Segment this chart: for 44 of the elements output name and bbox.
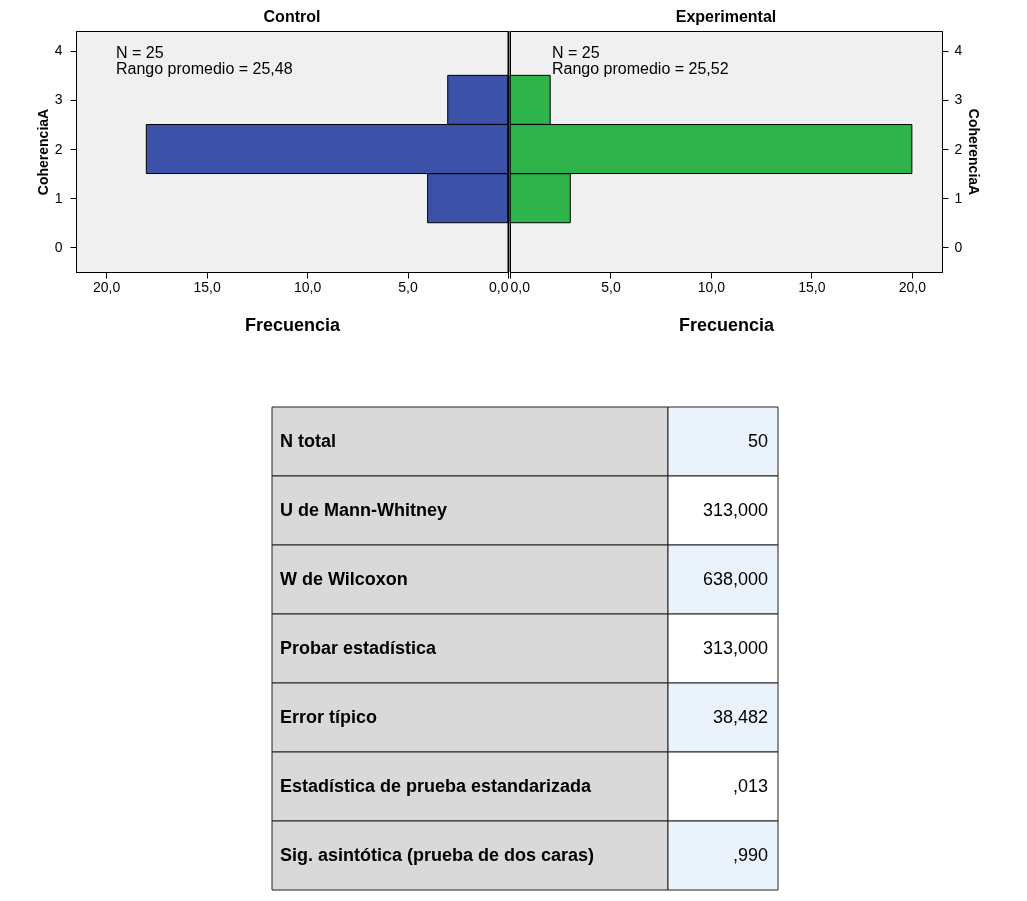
y-tick-label: 4 (54, 42, 63, 59)
y-tick-label: 1 (954, 189, 963, 206)
annotation: N = 25 (116, 44, 164, 61)
text: 38,482 (712, 706, 768, 727)
y-tick-label: 3 (954, 91, 963, 108)
y-tick-label: 0 (54, 238, 63, 255)
text: ,990 (732, 844, 768, 865)
text: N total (280, 430, 336, 451)
y-tick-label: 4 (954, 42, 963, 59)
text: 313,000 (702, 637, 768, 658)
x-tick-label: 20,0 (93, 278, 121, 295)
y-tick-label: 3 (54, 91, 63, 108)
y-tick-label: 2 (54, 140, 63, 157)
x-axis-title: Frecuencia (244, 314, 342, 335)
annotation: N = 25 (552, 44, 600, 61)
text: Sig. asintótica (prueba de dos caras) (280, 844, 595, 865)
annotation: Rango promedio = 25,52 (552, 60, 729, 77)
x-tick-label: 15,0 (193, 278, 221, 295)
y-tick-label: 2 (954, 140, 963, 157)
text: 313,000 (702, 499, 768, 520)
text: U de Mann-Whitney (280, 499, 447, 520)
x-tick-label: 0,0 (510, 278, 531, 295)
chart-title: Control (263, 7, 321, 25)
y-tick-label: 0 (954, 238, 963, 255)
x-tick-label: 20,0 (898, 278, 927, 295)
x-tick-label: 0,0 (489, 278, 509, 295)
y-axis-title: CoherenciaA (966, 108, 983, 196)
x-axis-title: Frecuencia (678, 314, 776, 335)
text: Probar estadística (280, 637, 438, 658)
text: 50 (747, 430, 768, 451)
text: Estadística de prueba estandarizada (280, 775, 593, 796)
text: W de Wilcoxon (280, 568, 408, 589)
text: ,013 (732, 775, 768, 796)
x-tick-label: 5,0 (601, 278, 621, 295)
text: 638,000 (702, 568, 768, 589)
chart-title: Experimental (675, 7, 777, 25)
x-tick-label: 5,0 (398, 278, 418, 295)
text: Error típico (280, 706, 378, 727)
y-tick-label: 1 (54, 189, 63, 206)
x-tick-label: 15,0 (798, 278, 826, 295)
x-tick-label: 10,0 (697, 278, 726, 295)
y-axis-title: CoherenciaA (34, 108, 51, 196)
x-tick-label: 10,0 (293, 278, 322, 295)
annotation: Rango promedio = 25,48 (116, 60, 293, 77)
